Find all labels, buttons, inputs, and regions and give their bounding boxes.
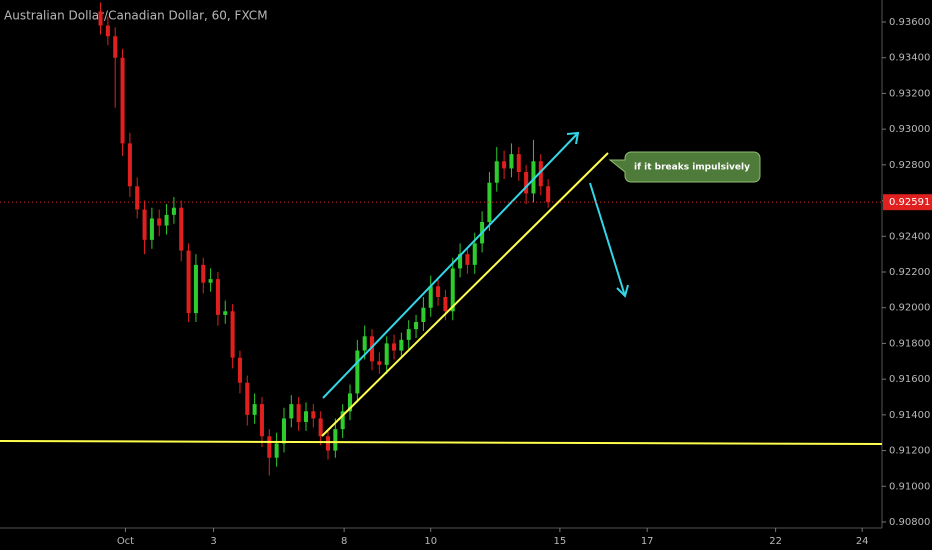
candle-body <box>377 361 382 365</box>
candle-body <box>296 404 301 422</box>
y-tick-label: 0.93400 <box>889 53 930 64</box>
x-tick-label: 24 <box>856 536 869 547</box>
candle-body <box>127 143 132 187</box>
candle-body <box>362 336 367 351</box>
trend-line <box>321 152 609 437</box>
candle-body <box>370 336 375 362</box>
candles <box>98 2 551 476</box>
candle-body <box>465 254 470 265</box>
candle-body <box>458 254 463 269</box>
chart-title: Australian Dollar/Canadian Dollar, 60, F… <box>4 9 268 23</box>
y-tick-label: 0.92200 <box>889 267 930 278</box>
x-tick-label: 22 <box>769 536 782 547</box>
candle-body <box>223 311 228 315</box>
candle-body <box>208 279 213 283</box>
y-tick-label: 0.93600 <box>889 17 930 28</box>
candle-body <box>179 207 184 251</box>
y-tick-label: 0.92800 <box>889 160 930 171</box>
arrow-head <box>616 284 629 298</box>
candle-body <box>193 264 198 314</box>
support-line <box>0 440 883 445</box>
candle-body <box>186 250 191 314</box>
y-tick-label: 0.90800 <box>889 517 930 528</box>
candle-body <box>355 350 360 394</box>
candle-body <box>443 297 448 312</box>
candle-body <box>245 382 250 415</box>
candle-body <box>120 57 125 144</box>
candle-body <box>392 343 397 351</box>
y-tick-label: 0.93000 <box>889 124 930 135</box>
candle-body <box>487 182 492 222</box>
candle-body <box>340 411 345 430</box>
candle-body <box>259 404 264 437</box>
channel-arrow <box>322 132 579 399</box>
x-tick-label: 3 <box>210 536 216 547</box>
candle-body <box>494 161 499 183</box>
x-tick-label: 10 <box>424 536 437 547</box>
candle-body <box>546 186 551 203</box>
candle-body <box>421 307 426 322</box>
candle-body <box>384 343 389 365</box>
break-arrow <box>589 182 626 297</box>
candle-body <box>509 154 514 169</box>
candle-body <box>281 418 286 444</box>
candle-body <box>450 268 455 312</box>
y-tick-label: 0.91800 <box>889 338 930 349</box>
x-tick-label: Oct <box>117 536 134 547</box>
candle-body <box>436 286 441 297</box>
candle-body <box>113 36 118 58</box>
candle-body <box>215 279 220 315</box>
y-tick-label: 0.92000 <box>889 303 930 314</box>
candle-body <box>149 218 154 240</box>
arrow-head <box>566 131 580 145</box>
candle-body <box>538 161 543 187</box>
candle-body <box>230 311 235 358</box>
candle-body <box>289 404 294 419</box>
candle-body <box>157 218 162 226</box>
candle-body <box>325 436 331 451</box>
candle-body <box>237 357 242 383</box>
last-price-box <box>883 194 932 211</box>
candle-body <box>516 154 521 172</box>
candle-body <box>414 322 419 330</box>
y-tick-label: 0.91400 <box>889 410 930 421</box>
candle-body <box>267 436 272 458</box>
callout-text: if it breaks impulsively <box>634 163 750 173</box>
candle-body <box>406 329 411 340</box>
candle-body <box>472 243 477 265</box>
candle-body <box>502 161 507 169</box>
x-tick-label: 15 <box>554 536 567 547</box>
candle-body <box>311 411 316 419</box>
candle-body <box>171 207 176 215</box>
candle-body <box>274 443 279 458</box>
candle-body <box>142 209 147 240</box>
candle-body <box>105 25 110 37</box>
candle-body <box>201 264 206 283</box>
candle-body <box>524 172 529 194</box>
last-price-label: 0.92591 <box>889 197 930 208</box>
candle-body <box>98 11 103 26</box>
candle-body <box>164 214 169 226</box>
y-tick-label: 0.92400 <box>889 231 930 242</box>
callout-box <box>608 151 761 183</box>
candle-body <box>399 339 404 351</box>
y-tick-label: 0.91000 <box>889 481 930 492</box>
candle-body <box>135 186 140 210</box>
candle-body <box>333 429 338 451</box>
y-tick-label: 0.91200 <box>889 446 930 457</box>
y-tick-label: 0.93200 <box>889 88 930 99</box>
candle-body <box>318 418 323 437</box>
x-tick-label: 8 <box>341 536 347 547</box>
candle-body <box>347 393 353 412</box>
candle-body <box>303 411 309 422</box>
candle-body <box>252 404 257 415</box>
candle-body <box>531 161 536 194</box>
y-tick-label: 0.91600 <box>889 374 930 385</box>
candle-body <box>428 286 433 308</box>
x-tick-label: 17 <box>641 536 654 547</box>
